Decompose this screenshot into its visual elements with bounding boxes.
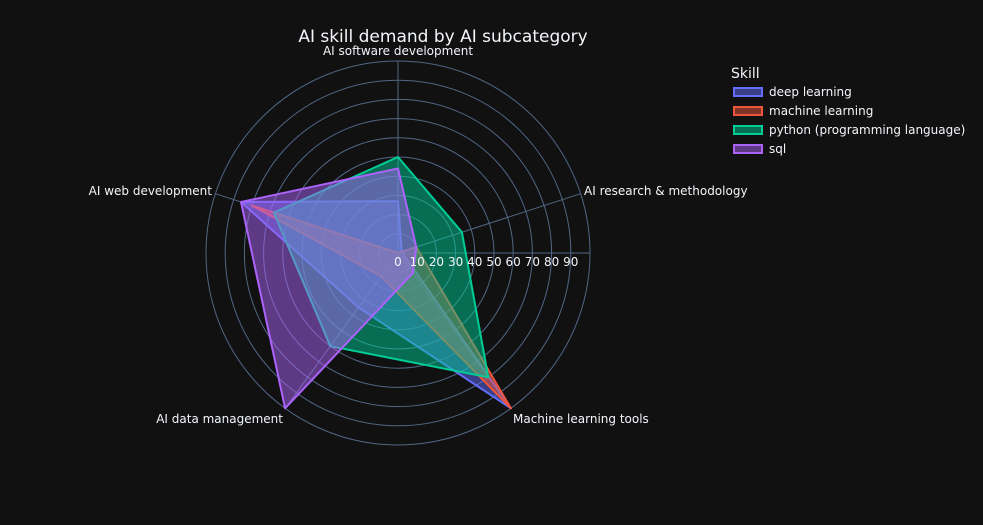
- legend-label: deep learning: [769, 85, 852, 99]
- legend-item[interactable]: machine learning: [733, 104, 873, 118]
- legend-swatch: [733, 125, 763, 135]
- radial-tick-labels: 0 10 20 30 40 50 60 70 80 90: [394, 255, 578, 269]
- chart-title: AI skill demand by AI subcategory: [298, 27, 587, 47]
- category-label: AI software development: [323, 44, 473, 58]
- radial-tick-label: 80: [544, 255, 559, 269]
- category-label: AI data management: [156, 412, 283, 426]
- category-label: AI research & methodology: [584, 184, 748, 198]
- legend: Skill deep learning machine learning pytho…: [731, 66, 965, 156]
- legend-label: python (programming language): [769, 123, 965, 137]
- category-label: AI web development: [89, 184, 213, 198]
- series-3-area[interactable]: [240, 167, 418, 410]
- legend-swatch: [733, 144, 763, 154]
- legend-item[interactable]: deep learning: [733, 85, 852, 99]
- radial-tick-label: 60: [506, 255, 521, 269]
- category-label: Machine learning tools: [513, 412, 649, 426]
- radial-tick-label: 30: [448, 255, 463, 269]
- legend-title: Skill: [731, 66, 760, 82]
- legend-swatch: [733, 87, 763, 97]
- legend-label: sql: [769, 142, 786, 156]
- radial-tick-label: 20: [429, 255, 444, 269]
- radial-tick-label: 50: [486, 255, 501, 269]
- series-layer: [240, 156, 512, 410]
- legend-item[interactable]: sql: [733, 142, 786, 156]
- radial-tick-label: 10: [410, 255, 425, 269]
- legend-label: machine learning: [769, 104, 873, 118]
- radial-tick-label: 40: [467, 255, 482, 269]
- category-labels: AI software development AI research & met…: [89, 44, 748, 426]
- legend-item[interactable]: python (programming language): [733, 123, 965, 137]
- radial-tick-label: 0: [394, 255, 402, 269]
- legend-swatch: [733, 106, 763, 116]
- radial-tick-label: 90: [563, 255, 578, 269]
- radial-tick-label: 70: [525, 255, 540, 269]
